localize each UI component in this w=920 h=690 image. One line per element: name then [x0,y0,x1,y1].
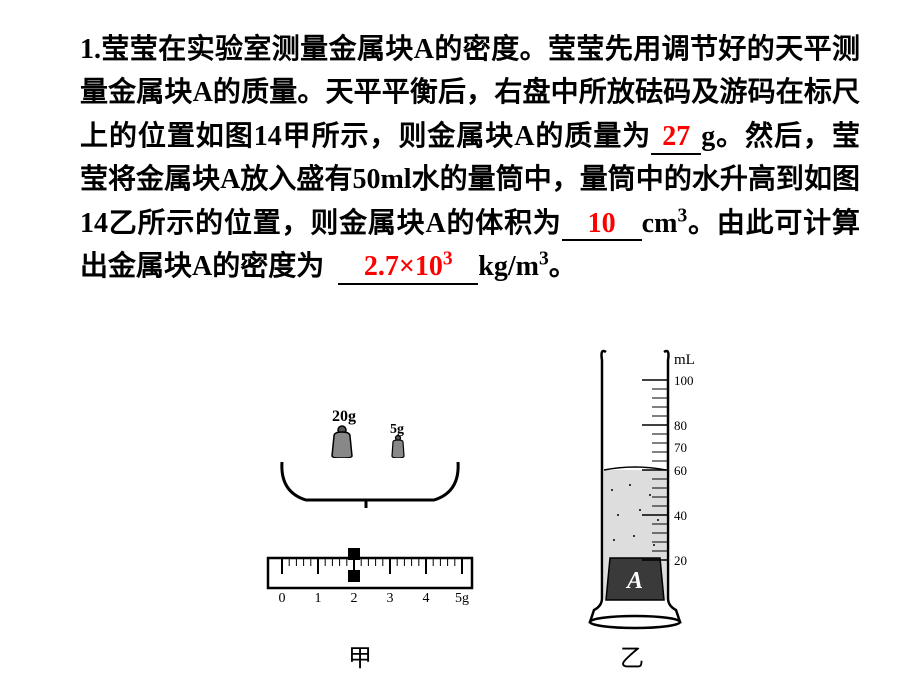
balance-figure: 20g 5g [260,400,480,660]
text-seg: 的密度为 [212,251,324,282]
text-seg: 乙所示的位置，则金属块 [108,208,425,239]
cylinder-figure: A mL 100 80 70 60 40 [560,340,710,670]
cyl-100: 100 [674,373,694,388]
weight-20g-label: 20g [324,408,364,426]
text-seg: A [193,77,213,108]
ruler-tick-4: 4 [423,591,430,606]
unit-kgm3-sup: 3 [539,249,549,270]
problem-number: 1. [80,34,101,65]
ruler-tick-1: 1 [315,591,322,606]
text-seg: 14 [80,208,108,239]
caption-yi: 乙 [620,638,644,673]
cyl-60: 60 [674,463,687,478]
blank-density: 2.7×103 [338,252,478,285]
text-seg: 放入盛有 [240,164,352,195]
unit-kgm3: kg/m [478,251,539,282]
text-seg: A [425,208,445,239]
text-seg: 甲所示，则金属块 [282,121,515,152]
ruler-rider-top [348,548,360,560]
text-seg: A [220,164,240,195]
unit-g: g [701,121,715,152]
text-seg: 的质量为 [534,121,651,152]
text-seg: 50ml [352,164,411,195]
balance-ruler: 0 1 2 3 4 5g [264,552,476,606]
ruler-tick-0: 0 [279,591,286,606]
cyl-80: 80 [674,418,687,433]
text-seg: A [514,121,534,152]
cyl-unit: mL [674,352,695,368]
blank-mass: 27 [651,122,701,155]
problem-text: 1.莹莹在实验室测量金属块A的密度。莹莹先用调节好的天平测量金属块A的质量。天平… [0,0,920,288]
ruler-tick-2: 2 [351,591,358,606]
text-seg: 莹莹在实验室测量金属块 [101,34,414,65]
unit-cm3-sup: 3 [677,205,687,226]
answer-density: 2.7×103 [364,251,453,282]
text-seg: 14 [254,121,282,152]
balance-pan [270,452,470,508]
cyl-40: 40 [674,508,687,523]
caption-jia: 甲 [348,638,372,673]
text-seg: 。 [549,251,577,282]
answer-volume: 10 [588,208,616,239]
weight-20g: 20g [314,410,370,458]
cyl-70: 70 [674,440,687,455]
figures-area: 20g 5g [0,360,920,680]
blank-volume: 10 [562,209,642,242]
text-seg: 水的量筒中，量筒中的水升高到如图 [412,164,860,195]
weight-5g-label: 5g [382,422,412,438]
unit-cm3: cm [642,208,678,239]
text-seg: A [414,34,434,65]
answer-density-exp: 3 [443,249,453,270]
ruler-rider-bottom [348,570,360,582]
text-seg: A [192,251,212,282]
ruler-tick-3: 3 [387,591,394,606]
ruler-tick-5: 5g [455,591,469,606]
cyl-20: 20 [674,553,687,568]
block-a-label: A [625,568,643,594]
answer-mass: 27 [662,121,690,152]
text-seg: 的体积为 [446,208,562,239]
answer-density-base: 2.7×10 [364,251,443,282]
